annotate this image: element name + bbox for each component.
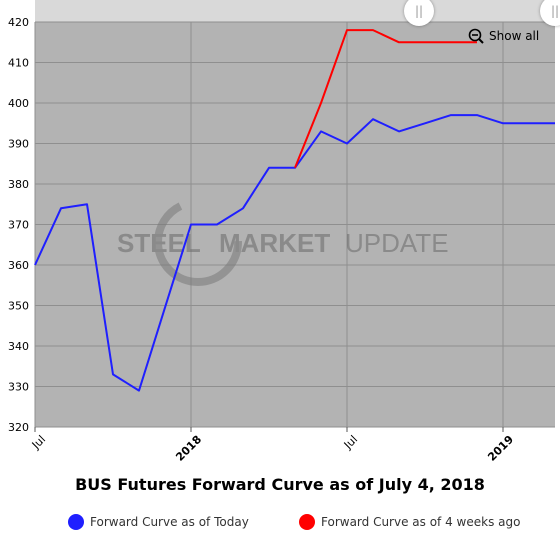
watermark-steel: STEEL — [117, 228, 201, 258]
watermark-ring-icon — [154, 198, 242, 286]
y-tick-label: 320 — [8, 421, 29, 434]
y-tick-label: 390 — [8, 138, 29, 151]
y-tick-label: 370 — [8, 219, 29, 232]
navigator-left-handle[interactable]: || — [404, 0, 434, 26]
chart-title: BUS Futures Forward Curve as of July 4, … — [75, 475, 485, 494]
x-axis: Jul 2018 Jul 2019 — [29, 427, 516, 464]
y-tick-label: 360 — [8, 259, 29, 272]
zoom-out-icon — [468, 28, 484, 44]
y-tick-label: 420 — [8, 16, 29, 29]
x-tick-label: Jul — [29, 433, 48, 452]
series-layer — [34, 29, 555, 392]
y-axis: 320 330 340 350 360 370 380 390 400 410 420 — [8, 16, 29, 434]
y-tick-label: 400 — [8, 97, 29, 110]
legend-label: Forward Curve as of 4 weeks ago — [321, 515, 521, 529]
legend: Forward Curve as of Today Forward Curve … — [0, 514, 560, 534]
x-tick-label: Jul — [341, 433, 360, 452]
legend-item-4-weeks-ago[interactable]: Forward Curve as of 4 weeks ago — [299, 514, 520, 530]
legend-marker-icon — [299, 514, 315, 530]
x-tick-label: 2019 — [485, 433, 516, 464]
watermark-logo: STEEL MARKET UPDATE — [117, 198, 449, 286]
y-tick-label: 330 — [8, 381, 29, 394]
show-all-button[interactable]: Show all — [468, 28, 539, 44]
legend-label: Forward Curve as of Today — [90, 515, 249, 529]
legend-item-today[interactable]: Forward Curve as of Today — [68, 514, 249, 530]
y-tick-label: 340 — [8, 340, 29, 353]
handle-grip-icon: || — [550, 4, 560, 18]
legend-marker-icon — [68, 514, 84, 530]
navigator-bar[interactable] — [35, 0, 560, 22]
y-tick-label: 380 — [8, 178, 29, 191]
y-tick-label: 350 — [8, 300, 29, 313]
series-line-today — [34, 114, 555, 392]
x-tick-label: 2018 — [173, 433, 204, 464]
watermark-market: MARKET — [219, 228, 330, 258]
y-tick-label: 410 — [8, 57, 29, 70]
handle-grip-icon: || — [414, 4, 424, 18]
series-line-4-weeks-ago — [294, 29, 477, 169]
navigator-right-handle[interactable]: || — [540, 0, 560, 26]
grid-lines — [34, 21, 555, 428]
watermark-update: UPDATE — [345, 228, 449, 258]
show-all-label: Show all — [489, 29, 540, 43]
